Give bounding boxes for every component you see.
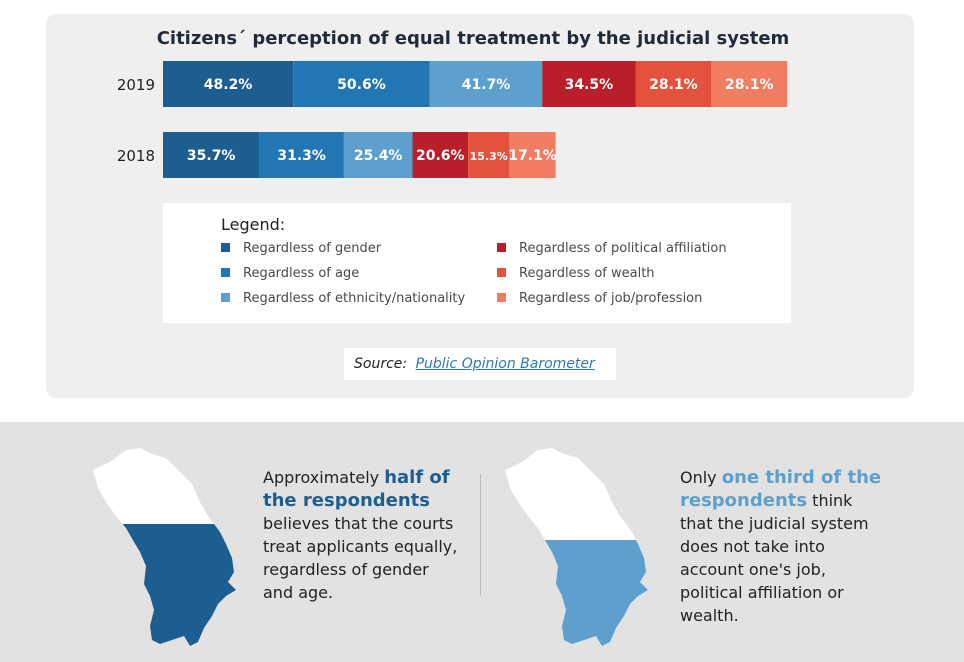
legend-label: Regardless of gender — [243, 241, 382, 256]
info-left-after: believes that the courts treat applicant… — [263, 514, 458, 602]
legend-label: Regardless of wealth — [519, 266, 655, 281]
legend-item: Regardless of political affiliation — [497, 241, 727, 256]
legend: Legend: Regardless of gender Regardless o… — [163, 203, 791, 323]
bar-2018-series-1 — [259, 132, 344, 178]
category-label-2019: 2019 — [117, 76, 155, 94]
legend-item: Regardless of gender — [221, 241, 381, 256]
info-text-left: Approximately half of the respondents be… — [263, 466, 463, 604]
bar-2019-series-1 — [293, 61, 430, 107]
data-label-2019-series-5: 28.1% — [725, 77, 774, 93]
legend-title: Legend: — [221, 215, 286, 234]
info-band: Approximately half of the respondents be… — [0, 422, 964, 662]
legend-label: Regardless of political affiliation — [519, 241, 727, 256]
legend-swatch — [221, 293, 230, 302]
legend-label: Regardless of age — [243, 266, 360, 281]
source-label: Source: — [354, 356, 408, 372]
bar-2018-series-4 — [468, 132, 510, 178]
data-label-2019-series-2: 41.7% — [462, 77, 511, 93]
data-label-2019-series-0: 48.2% — [204, 77, 253, 93]
legend-swatch — [497, 243, 506, 252]
data-label-2018-series-4: 15.3% — [470, 150, 508, 163]
data-label-2018-series-5: 17.1% — [508, 148, 557, 164]
moldova-map-icon — [505, 448, 648, 646]
divider — [480, 474, 481, 596]
bar-2019-series-5 — [711, 61, 788, 107]
bar-2019-series-2 — [429, 61, 543, 107]
bar-2018-series-2 — [343, 132, 413, 178]
bar-2018-series-3 — [412, 132, 469, 178]
bar-2018-series-0 — [163, 132, 260, 178]
bar-2019-series-0 — [163, 61, 294, 107]
legend-swatch — [221, 243, 230, 252]
stacked-bar-chart: 2019 48.2% 50.6% 41.7% 34.5% 28.1% 28.1% 2018 35… — [117, 61, 788, 178]
legend-item: Regardless of ethnicity/nationality — [221, 291, 465, 306]
info-right-before: Only — [680, 468, 722, 487]
legend-label: Regardless of job/profession — [519, 291, 703, 306]
info-right-after: think that the judicial system does not … — [680, 491, 869, 625]
data-label-2018-series-1: 31.3% — [277, 148, 326, 164]
legend-swatch — [221, 268, 230, 277]
data-label-2018-series-0: 35.7% — [187, 148, 236, 164]
source-box: Source: Public Opinion Barometer — [344, 348, 616, 380]
info-right-highlight: one third of the respondents — [680, 467, 882, 511]
legend-label: Regardless of ethnicity/nationality — [243, 291, 466, 306]
info-left-before: Approximately — [263, 468, 385, 487]
data-label-2019-series-1: 50.6% — [337, 77, 386, 93]
legend-swatch — [497, 293, 506, 302]
legend-item: Regardless of age — [221, 266, 359, 281]
source-link[interactable]: Public Opinion Barometer — [415, 356, 595, 372]
bar-2018-series-5 — [509, 132, 556, 178]
moldova-map-icon — [93, 448, 236, 646]
info-left-highlight: half of the respondents — [263, 467, 450, 511]
data-label-2019-series-3: 34.5% — [565, 77, 614, 93]
legend-swatch — [497, 268, 506, 277]
bar-2019-series-3 — [542, 61, 636, 107]
bar-2019-series-4 — [635, 61, 712, 107]
info-text-right: Only one third of the respondents think … — [680, 466, 890, 627]
legend-item: Regardless of wealth — [497, 266, 655, 281]
data-label-2019-series-4: 28.1% — [649, 77, 698, 93]
legend-item: Regardless of job/profession — [497, 291, 702, 306]
data-label-2018-series-2: 25.4% — [354, 148, 403, 164]
category-label-2018: 2018 — [117, 147, 155, 165]
data-label-2018-series-3: 20.6% — [416, 148, 465, 164]
chart-title: Citizens´ perception of equal treatment … — [156, 28, 790, 49]
